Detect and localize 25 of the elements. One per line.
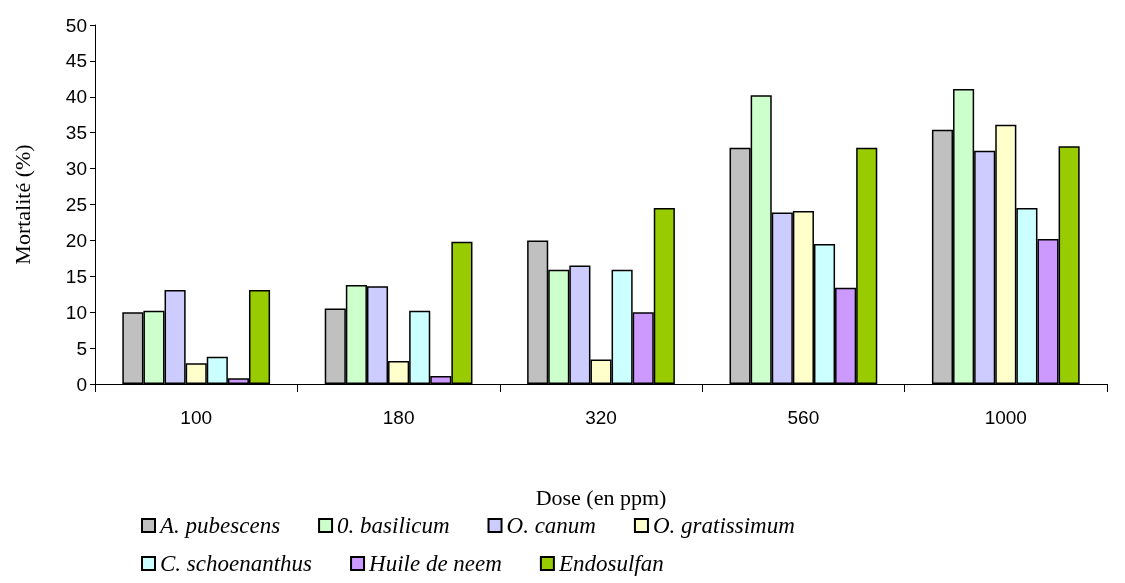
legend-label: Endosulfan [557, 551, 664, 576]
y-tick-label: 5 [76, 337, 87, 359]
y-tick-label: 20 [65, 229, 87, 251]
x-tick-label: 180 [382, 407, 415, 428]
x-tick-label: 1000 [984, 407, 1027, 428]
legend-label: C. schoenanthus [160, 551, 313, 576]
y-tick-label: 25 [65, 194, 87, 215]
x-tick-label: 560 [787, 407, 820, 428]
legend-label: O. canum [506, 513, 596, 538]
y-tick-label: 0 [76, 373, 87, 395]
y-tick-label: 15 [65, 265, 87, 287]
legend-label: A. pubescens [158, 513, 281, 538]
x-axis-title: Dose (en ppm) [535, 484, 667, 510]
y-tick-label: 50 [65, 14, 87, 36]
x-tick-label: 100 [180, 407, 213, 428]
legend-label: 0. basilicum [337, 513, 450, 538]
y-tick-label: 10 [65, 301, 87, 323]
y-tick-label: 45 [65, 50, 87, 72]
legend-label: O. gratissimum [652, 513, 795, 538]
y-axis-title: Mortalité (%) [9, 144, 35, 265]
y-tick-label: 35 [65, 122, 87, 144]
y-tick-label: 40 [65, 86, 87, 108]
x-tick-label: 320 [585, 407, 617, 428]
legend-label: Huile de neem [368, 551, 502, 576]
y-tick-label: 30 [65, 158, 87, 180]
